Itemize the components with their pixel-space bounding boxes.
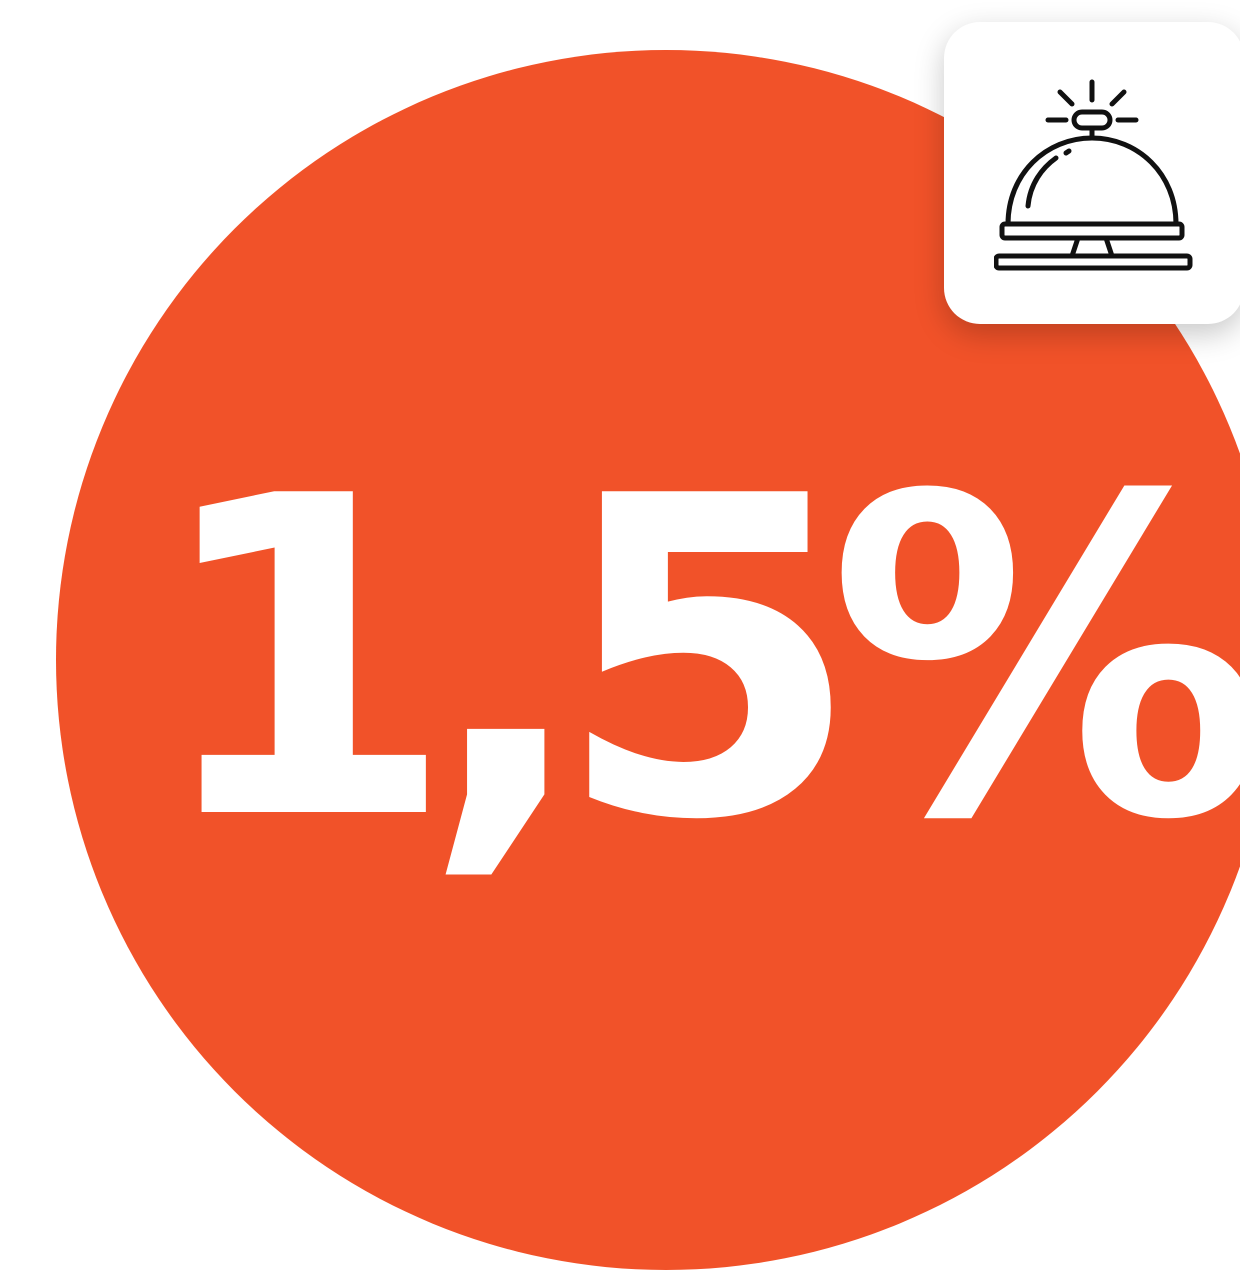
service-bell-icon [994, 79, 1193, 271]
icon-card [944, 22, 1240, 324]
percentage-value: 1,5% [150, 404, 1240, 916]
